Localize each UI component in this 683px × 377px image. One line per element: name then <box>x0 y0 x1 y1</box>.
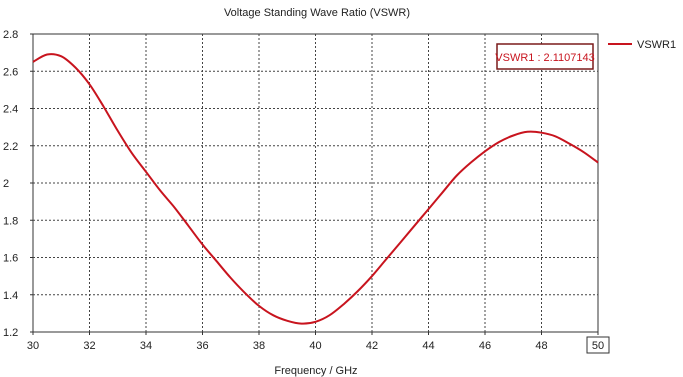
y-axis-ticks: 1.2 1.4 1.6 1.8 2 2.2 2.4 2.6 2.8 <box>3 29 33 339</box>
x-tick-label: 42 <box>366 340 378 352</box>
x-tick-label: 44 <box>422 340 434 352</box>
legend-item-vswr1: VSWR1 <box>637 39 676 51</box>
y-tick-label: 2.6 <box>3 66 18 78</box>
marker-label: VSWR1 : 2.1107143 <box>495 52 594 64</box>
x-tick-label: 50 <box>592 340 604 352</box>
y-tick-label: 2.2 <box>3 141 18 153</box>
series-line-vswr1 <box>32 53 599 325</box>
y-tick-label: 1.6 <box>3 253 18 265</box>
x-tick-label: 38 <box>253 340 265 352</box>
chart-title: Voltage Standing Wave Ratio (VSWR) <box>224 7 410 19</box>
y-tick-label: 2 <box>3 178 9 190</box>
x-tick-highlight-box <box>586 336 610 354</box>
x-tick-label: 40 <box>309 340 321 352</box>
y-tick-label: 1.4 <box>3 290 18 302</box>
y-tick-label: 2.8 <box>3 29 18 41</box>
x-axis-ticks: 30 32 34 36 38 40 42 44 46 48 50 <box>27 332 610 354</box>
marker-label-box: VSWR1 : 2.1107143 <box>495 43 595 70</box>
x-tick-label: 30 <box>27 340 39 352</box>
x-tick-label: 32 <box>83 340 95 352</box>
x-axis-label: Frequency / GHz <box>274 365 357 377</box>
y-tick-label: 1.8 <box>3 215 18 227</box>
series-layer <box>32 53 599 325</box>
y-tick-label: 2.4 <box>3 104 18 116</box>
y-tick-label: 1.2 <box>3 327 18 339</box>
x-tick-label: 48 <box>535 340 547 352</box>
x-tick-label: 46 <box>479 340 491 352</box>
legend: VSWR1 <box>608 39 676 51</box>
x-tick-label: 34 <box>140 340 152 352</box>
x-tick-label: 36 <box>196 340 208 352</box>
